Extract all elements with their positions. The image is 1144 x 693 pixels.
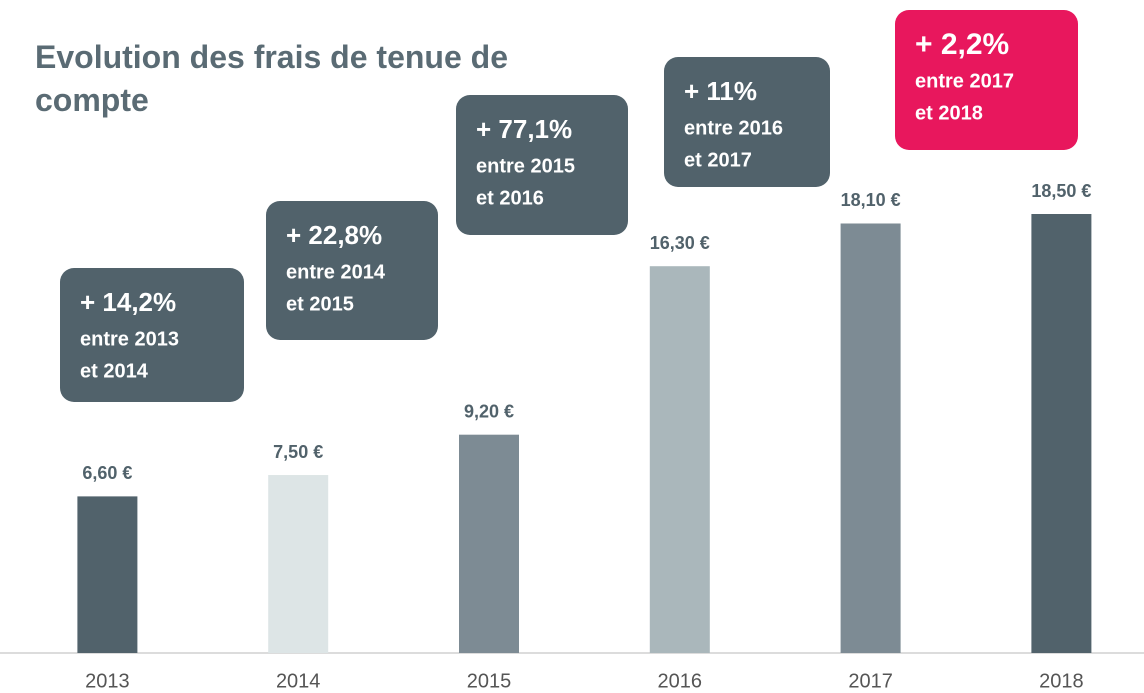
x-tick-label: 2014 bbox=[276, 670, 321, 692]
annotation-box bbox=[60, 268, 244, 402]
bar bbox=[268, 475, 329, 653]
bar bbox=[77, 496, 138, 653]
value-label: 18,50 € bbox=[1031, 181, 1091, 201]
annotation-text: et 2015 bbox=[286, 293, 354, 315]
chart-title: Evolution des frais de tenue de compte bbox=[35, 39, 508, 118]
annotation-box bbox=[266, 201, 438, 340]
annotation-title: + 2,2% bbox=[915, 28, 1009, 61]
x-tick-label: 2018 bbox=[1039, 670, 1084, 692]
annotation-box bbox=[664, 57, 830, 187]
bar bbox=[840, 223, 901, 654]
annotation-text: entre 2013 bbox=[80, 328, 179, 350]
annotation-title: + 22,8% bbox=[286, 220, 382, 250]
value-label: 16,30 € bbox=[650, 233, 710, 253]
annotation-text: entre 2014 bbox=[286, 261, 386, 283]
bar bbox=[459, 434, 519, 653]
annotation-text: et 2014 bbox=[80, 360, 149, 382]
annotation-box bbox=[456, 95, 628, 235]
x-tick-label: 2013 bbox=[85, 670, 130, 692]
annotation-text: et 2018 bbox=[915, 102, 983, 124]
annotation-text: entre 2015 bbox=[476, 155, 575, 177]
annotation-text: entre 2017 bbox=[915, 70, 1014, 92]
x-tick-label: 2015 bbox=[467, 670, 512, 692]
value-label: 7,50 € bbox=[273, 442, 323, 462]
x-tick-label: 2016 bbox=[658, 670, 703, 692]
value-label: 6,60 € bbox=[82, 463, 132, 483]
x-tick-label: 2017 bbox=[848, 670, 893, 692]
annotation-text: entre 2016 bbox=[684, 117, 783, 139]
annotation-text: et 2016 bbox=[476, 187, 544, 209]
bar bbox=[1031, 214, 1092, 653]
annotation-text: et 2017 bbox=[684, 149, 752, 171]
annotation-title: + 11% bbox=[684, 76, 757, 106]
value-label: 18,10 € bbox=[841, 190, 901, 210]
annotation-box bbox=[895, 10, 1078, 150]
bar bbox=[649, 266, 710, 653]
annotation-title: + 77,1% bbox=[476, 114, 572, 144]
annotation-title: + 14,2% bbox=[80, 287, 176, 317]
value-label: 9,20 € bbox=[464, 401, 514, 421]
